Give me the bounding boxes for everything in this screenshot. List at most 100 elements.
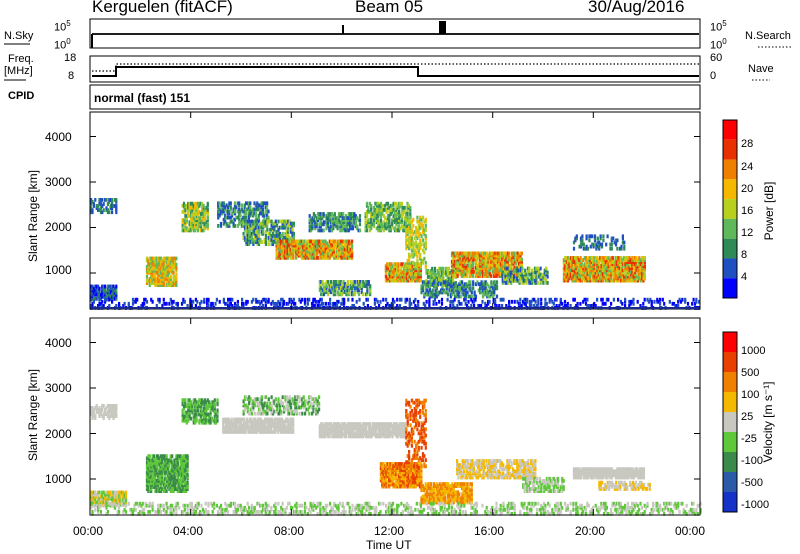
power-cell-1258 [316,255,319,260]
power-cell-3122 [484,292,487,297]
power-cell-3877 [642,260,645,264]
power-cell-3746 [624,256,627,260]
power-cell-1586 [346,220,349,225]
vel-cell-304 [152,476,156,481]
power-cell-2251 [408,230,411,234]
power-cell-1159 [297,245,301,250]
vel-cell-67 [105,496,108,501]
power-cell-441 [187,210,190,214]
power-cell-444 [187,203,190,208]
power-cell-1348 [332,245,336,250]
power-cell-4124 [263,297,266,302]
power-cell-1310 [325,251,329,256]
power-cell-783 [266,207,269,212]
power-cell-2339 [421,238,425,243]
power-cell-805 [246,242,249,246]
power-cell-3696 [617,266,620,271]
power-cell-2490 [450,261,454,266]
power-cell-3381 [572,256,575,260]
power-cell-601 [221,207,224,212]
power-cell-20 [94,290,97,295]
power-cell-1044 [278,253,281,258]
power-cell-1390 [341,241,344,246]
power-cell-2769 [492,259,496,264]
power-cell-2908 [513,257,516,262]
power-cell-584 [217,211,220,216]
power-cell-3632 [608,276,612,281]
power-cell-309 [164,277,167,281]
power-cell-1040 [276,243,280,248]
power-cell-1856 [377,224,380,229]
vel-cell-209 [109,408,112,412]
power-cell-493 [194,218,197,223]
power-heatmap [90,198,701,310]
power-cell-612 [224,215,227,220]
power-cell-1303 [324,251,327,256]
power-cell-3241 [526,276,530,281]
power-cell-288 [161,275,164,279]
power-cell-3657 [611,262,614,267]
power-cell-4526 [698,299,701,304]
power-cell-879 [260,229,263,234]
power-cell-2782 [494,253,497,258]
power-cell-4473 [631,299,634,304]
vel-cell-252 [147,472,150,477]
power-cell-1153 [296,241,299,246]
power-cell-1763 [360,290,363,295]
power-cell-2622 [470,268,473,272]
power-cell-3424 [579,276,582,281]
vel-cell-271 [148,454,151,459]
power-cell-2487 [450,274,454,278]
power-cell-1698 [338,280,341,284]
power-cell-2671 [478,274,482,278]
power-cell-1307 [324,239,327,244]
power-cell-3436 [580,276,584,281]
vel-cell-10 [91,496,94,501]
power-cell-3765 [627,262,630,267]
power-cell-2602 [467,263,470,268]
power-cell-993 [287,234,290,238]
power-cell-3138 [490,290,493,295]
power-cell-2576 [463,263,466,268]
power-cell-1280 [320,247,323,252]
power-cell-1997 [400,205,403,210]
power-cell-2403 [433,266,437,271]
power-cell-2907 [513,259,516,264]
power-cell-2818 [499,263,502,268]
power-cell-1250 [314,253,317,258]
power-cell-1699 [339,292,342,297]
power-cell-424 [184,220,187,225]
power-cell-3882 [643,268,646,273]
power-cell-1055 [279,243,282,248]
power-cell-2662 [477,274,480,278]
power-cell-404 [175,256,178,261]
power-cell-1234 [311,251,315,256]
vel-cell-319 [154,472,157,477]
power-cell-2958 [421,286,424,291]
power-cell-3810 [634,270,637,275]
power-cell-3860 [641,272,644,277]
power-cell-1186 [303,253,306,258]
power-cell-2610 [469,270,472,274]
power-cell-505 [195,212,198,216]
power-cell-4122 [261,304,265,308]
power-cell-91 [112,288,115,293]
power-cell-2342 [421,226,425,230]
power-cell-710 [249,211,252,216]
power-cell-2278 [412,246,415,251]
power-cell-1246 [313,243,316,248]
power-cell-2450 [445,266,448,271]
vel-cell-88 [111,500,114,505]
power-cell-161 [115,198,118,202]
power-cell-2143 [405,276,408,281]
power-cell-3548 [597,276,600,281]
power-cell-3575 [600,264,603,269]
power-cell-1987 [399,214,402,218]
power-cell-690 [245,211,248,216]
vel-cell-277 [150,474,153,479]
power-cell-3270 [535,270,538,275]
power-cell-104 [115,284,118,289]
power-cell-1201 [306,253,309,258]
vel-cell-26 [94,490,97,495]
power-cell-4097 [235,304,238,308]
